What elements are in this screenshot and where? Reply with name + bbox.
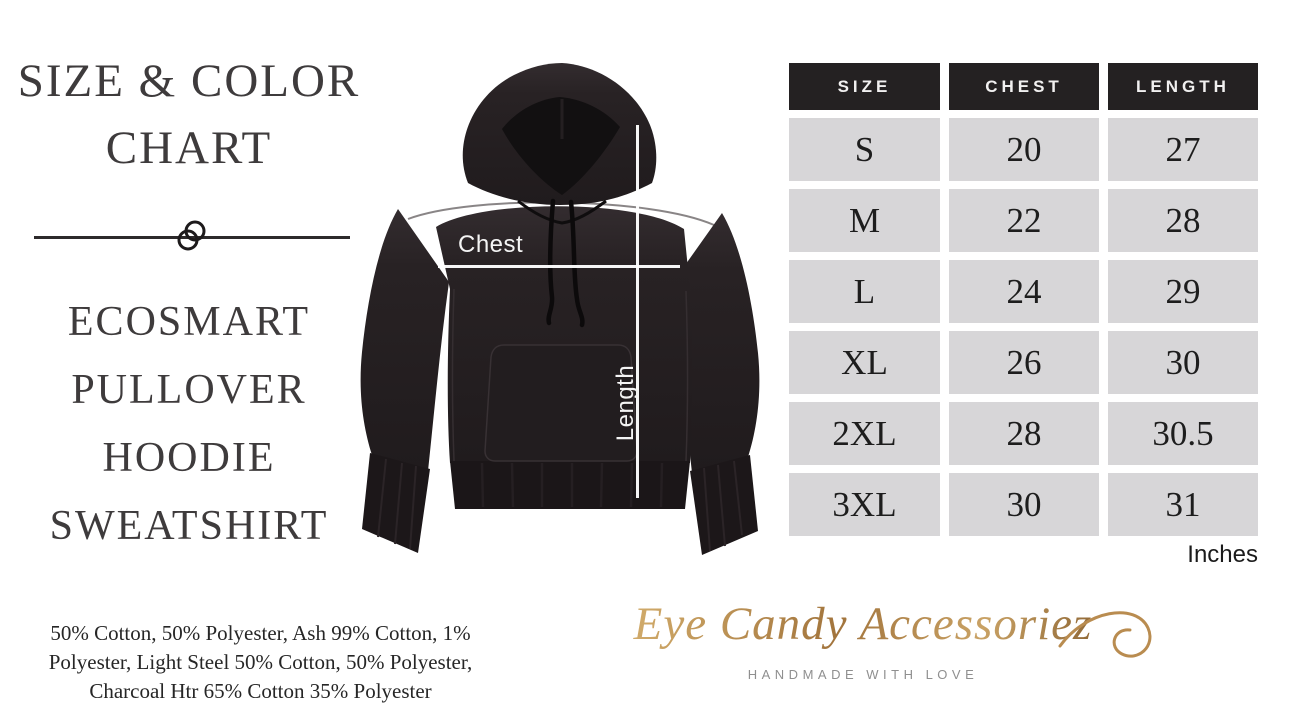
drawstring-right [568, 199, 585, 328]
product-name-line: ECOSMART [67, 299, 311, 345]
page-title-line2: CHART [105, 122, 273, 174]
interlocking-rings-icon [177, 220, 206, 251]
brand-tagline: HANDMADE WITH LOVE [747, 667, 979, 682]
size-cell: L [789, 260, 940, 323]
page-title-line1: SIZE & COLOR [17, 55, 361, 107]
size-cell: XL [789, 331, 940, 394]
length-cell: 28 [1108, 189, 1258, 252]
length-cell: 27 [1108, 118, 1258, 181]
size-cell: 2XL [789, 402, 940, 465]
hoodie-left-sleeve [360, 209, 449, 471]
page-title: SIZE & COLOR CHART [0, 48, 378, 182]
hem-rib-lines [480, 462, 664, 508]
length-label: Length [612, 364, 639, 442]
chest-cell: 20 [949, 118, 1099, 181]
cuff-rib-lines [377, 458, 417, 550]
product-name-line: HOODIE [102, 435, 276, 481]
drawstring-left [546, 198, 556, 326]
chest-cell: 26 [949, 331, 1099, 394]
fabric-note-line: Charcoal Htr 65% Cotton 35% Polyester [89, 679, 432, 703]
chest-label: Chest [458, 231, 524, 258]
product-name-line: SWEATSHIRT [49, 503, 329, 549]
length-cell: 30 [1108, 331, 1258, 394]
hoodie-right-sleeve [671, 213, 760, 473]
header-cell-size: SIZE [789, 63, 940, 110]
fabric-note-line: Polyester, Light Steel 50% Cotton, 50% P… [48, 650, 473, 674]
brand-logo: Eye Candy Accessoriez HANDMADE WITH LOVE [628, 592, 1152, 682]
units-label: Inches [1187, 541, 1258, 568]
hoodie-hem-band [450, 461, 690, 509]
chest-cell: 22 [949, 189, 1099, 252]
cuff-rib-lines [703, 460, 743, 552]
ornamental-divider [34, 216, 350, 258]
length-cell: 30.5 [1108, 402, 1258, 465]
size-table: SIZE CHEST LENGTH S 20 27 M 22 28 L 24 2… [789, 63, 1258, 536]
length-cell: 29 [1108, 260, 1258, 323]
neckline-seam [517, 199, 607, 225]
side-seams [451, 288, 689, 462]
header-cell-length: LENGTH [1108, 63, 1258, 110]
size-cell: S [789, 118, 940, 181]
hood-inner-shadow [502, 97, 620, 195]
chest-measure-line [438, 265, 680, 268]
size-cell: M [789, 189, 940, 252]
chest-cell: 30 [949, 473, 1099, 536]
header-cell-chest: CHEST [949, 63, 1099, 110]
product-name: ECOSMART PULLOVER HOODIE SWEATSHIRT [0, 288, 378, 560]
chest-cell: 28 [949, 402, 1099, 465]
divider-line [34, 236, 350, 239]
fabric-note-line: 50% Cotton, 50% Polyester, Ash 99% Cotto… [50, 621, 471, 645]
fabric-content-note: 50% Cotton, 50% Polyester, Ash 99% Cotto… [8, 619, 513, 706]
hoodie-pocket [484, 344, 638, 462]
brand-script-text: Eye Candy Accessoriez [628, 592, 1098, 656]
hoodie-measurement-diagram: Chest Length [350, 45, 770, 570]
size-cell: 3XL [789, 473, 940, 536]
product-name-line: PULLOVER [71, 367, 307, 413]
length-cell: 31 [1108, 473, 1258, 536]
chest-cell: 24 [949, 260, 1099, 323]
swirl-flourish-icon [1058, 611, 1152, 658]
length-measure-line [636, 125, 639, 498]
hoodie-illustration [360, 63, 760, 555]
